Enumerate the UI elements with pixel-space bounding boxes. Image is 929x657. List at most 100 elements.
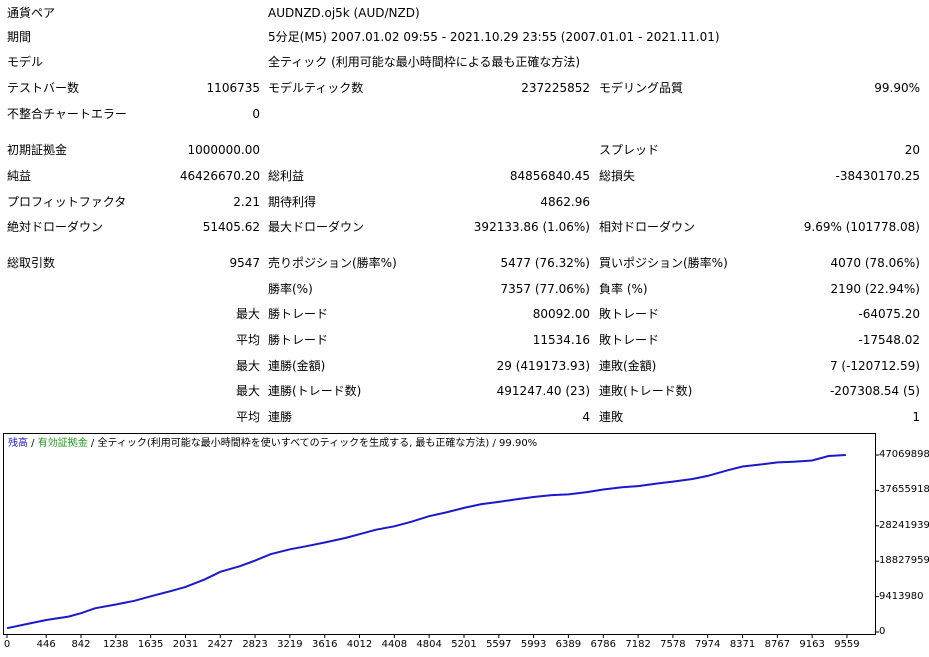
avg-consec-loss-value: 1 — [912, 410, 920, 424]
largest-win-label: 勝トレード — [268, 307, 329, 321]
win-rate-label: 勝率(%) — [268, 282, 313, 296]
period-value: 5分足(M5) 2007.01.02 09:55 - 2021.10.29 23… — [268, 30, 720, 44]
y-tick-label: 28241939 — [879, 519, 929, 531]
x-tick-label: 1238 — [103, 639, 129, 650]
avg-consec-win-value: 4 — [582, 410, 590, 424]
max-consec-profit-value: 491247.40 (23) — [496, 384, 590, 398]
avg-loss-label: 敗トレード — [599, 333, 660, 347]
ticks-label: モデルティック数 — [268, 81, 364, 95]
spread-label: スプレッド — [599, 143, 660, 157]
x-tick-label: 7182 — [625, 639, 651, 650]
max-prefix-3: 最大 — [235, 384, 260, 398]
x-tick-label: 4408 — [381, 639, 408, 650]
x-tick-label: 9163 — [799, 639, 825, 650]
symbol-value: AUDNZD.oj5k (AUD/NZD) — [268, 6, 420, 20]
legend-equity: 有効証拠金 — [37, 438, 88, 449]
profit-factor-label: プロフィットファクタ — [7, 195, 127, 209]
x-tick-label: 0 — [3, 639, 11, 650]
deposit-label: 初期証拠金 — [7, 143, 68, 157]
symbol-label: 通貨ペア — [7, 6, 56, 20]
x-tick-label: 4012 — [346, 639, 373, 650]
max-consec-loss-label: 連敗(金額) — [599, 359, 657, 373]
x-tick-label: 5201 — [451, 639, 477, 650]
legend-model: 全ティック(利用可能な最小時間枠を使いすべてのティックを生成する, 最も正確な方… — [97, 438, 538, 449]
spread-value: 20 — [904, 143, 920, 157]
loss-rate-label: 負率 (%) — [599, 282, 648, 296]
x-tick-label: 6389 — [555, 639, 582, 650]
long-positions-value: 4070 (78.06%) — [830, 256, 920, 270]
period-label: 期間 — [7, 30, 32, 44]
net-profit-label: 純益 — [7, 169, 32, 183]
balance-line — [6, 454, 846, 630]
mismatch-label: 不整合チャートエラー — [7, 107, 127, 121]
rel-drawdown-value: 9.69% (101778.08) — [803, 220, 920, 234]
max-consec-profit-label: 連勝(トレード数) — [268, 384, 362, 398]
quality-label: モデリング品質 — [599, 81, 684, 95]
gross-loss-label: 総損失 — [599, 169, 636, 183]
axis-tick-marks — [6, 454, 879, 638]
x-tick-label: 5597 — [486, 639, 512, 650]
max-consec-win-value: 29 (419173.93) — [496, 359, 590, 373]
y-tick-label: 9413980 — [879, 590, 924, 602]
y-tick-label: 37655918 — [879, 484, 929, 496]
abs-drawdown-value: 51405.62 — [202, 220, 260, 234]
largest-win-value: 80092.00 — [532, 307, 590, 321]
gross-profit-label: 総利益 — [268, 169, 305, 183]
x-tick-label: 3616 — [312, 639, 338, 650]
largest-loss-label: 敗トレード — [599, 307, 660, 321]
ticks-value: 237225852 — [521, 81, 590, 95]
max-prefix-2: 最大 — [235, 359, 260, 373]
total-trades-label: 総取引数 — [7, 256, 56, 270]
average-prefix: 平均 — [235, 333, 260, 347]
x-tick-label: 2823 — [242, 639, 268, 650]
x-tick-label: 3219 — [277, 639, 303, 650]
x-tick-label: 842 — [71, 639, 91, 650]
max-drawdown-label: 最大ドローダウン — [268, 220, 365, 234]
deposit-value: 1000000.00 — [187, 143, 260, 157]
total-trades-value: 9547 — [229, 256, 260, 270]
plot-frame — [3, 433, 876, 635]
avg-win-label: 勝トレード — [268, 333, 329, 347]
chart-legend: 残高 / 有効証拠金 / 全ティック(利用可能な最小時間枠を使いすべてのティック… — [8, 438, 537, 450]
x-tick-label: 2427 — [207, 639, 233, 650]
rel-drawdown-label: 相対ドローダウン — [599, 220, 696, 234]
profit-factor-value: 2.21 — [233, 195, 260, 209]
expected-payoff-label: 期待利得 — [268, 195, 317, 209]
max-consec-lossamt-label: 連敗(トレード数) — [599, 384, 693, 398]
win-rate-value: 7357 (77.06%) — [500, 282, 590, 296]
net-profit-value: 46426670.20 — [179, 169, 260, 183]
short-positions-value: 5477 (76.32%) — [500, 256, 590, 270]
largest-loss-value: -64075.20 — [858, 307, 920, 321]
avg-consec-loss-label: 連敗 — [599, 410, 624, 424]
loss-rate-value: 2190 (22.94%) — [830, 282, 920, 296]
gross-loss-value: -38430170.25 — [835, 169, 921, 183]
model-value: 全ティック (利用可能な最小時間枠による最も正確な方法) — [268, 55, 581, 69]
avg-consec-win-label: 連勝 — [268, 410, 293, 424]
max-consec-win-label: 連勝(金額) — [268, 359, 326, 373]
x-tick-label: 5993 — [520, 639, 547, 650]
x-tick-label: 9559 — [834, 639, 860, 650]
x-tick-label: 8767 — [764, 639, 791, 650]
max-consec-lossamt-value: -207308.54 (5) — [829, 384, 920, 398]
legend-sep-2: / — [87, 438, 98, 449]
short-positions-label: 売りポジション(勝率%) — [268, 256, 397, 270]
x-tick-label: 4804 — [416, 639, 442, 650]
gross-profit-value: 84856840.45 — [509, 169, 590, 183]
y-tick-label: 0 — [879, 626, 886, 637]
y-tick-label: 47069898 — [879, 449, 929, 460]
bars-value: 1106735 — [206, 81, 260, 95]
y-tick-label: 18827959 — [879, 555, 929, 567]
avg-loss-value: -17548.02 — [858, 333, 920, 347]
balance-chart — [3, 433, 927, 654]
largest-prefix: 最大 — [235, 307, 260, 321]
abs-drawdown-label: 絶対ドローダウン — [7, 220, 104, 234]
quality-value: 99.90% — [874, 81, 920, 95]
avg-win-value: 11534.16 — [532, 333, 590, 347]
x-tick-label: 6786 — [590, 639, 617, 650]
x-tick-label: 1635 — [137, 639, 164, 650]
bars-label: テストバー数 — [7, 81, 80, 95]
model-label: モデル — [7, 55, 44, 69]
long-positions-label: 買いポジション(勝率%) — [599, 256, 728, 270]
average-prefix-2: 平均 — [235, 410, 260, 424]
x-tick-label: 7578 — [660, 639, 686, 650]
